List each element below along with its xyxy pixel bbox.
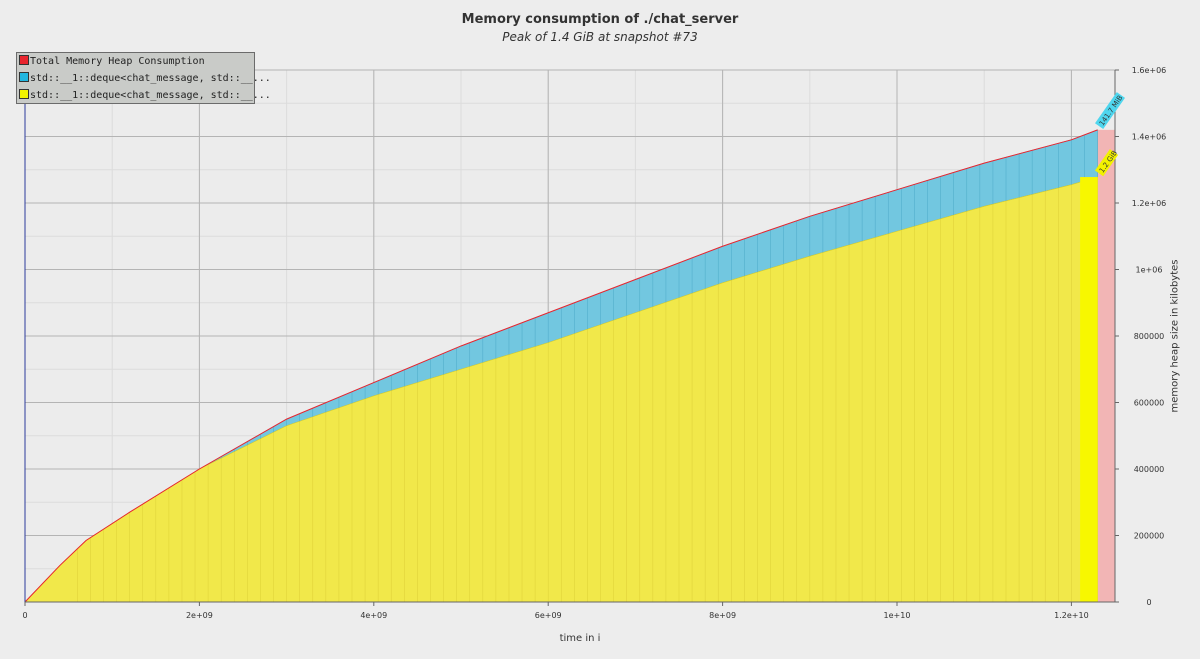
y-axis-label: memory heap size in kilobytes <box>1169 259 1181 413</box>
legend: Total Memory Heap Consumption std::__1::… <box>16 52 271 104</box>
legend-swatch-total <box>19 55 29 65</box>
y-tick-label: 1.6e+06 <box>1132 66 1167 75</box>
x-tick-label: 2e+09 <box>186 611 213 620</box>
legend-label-deque-1: std::__1::deque<chat_message, std::__... <box>30 73 271 84</box>
x-tick-label: 8e+09 <box>709 611 736 620</box>
x-tick-label: 6e+09 <box>535 611 562 620</box>
x-tick-label: 1e+10 <box>884 611 911 620</box>
y-tick-label: 0 <box>1146 598 1151 607</box>
x-tick-label: 4e+09 <box>360 611 387 620</box>
chart-subtitle: Peak of 1.4 GiB at snapshot #73 <box>502 30 698 44</box>
y-tick-label: 200000 <box>1134 532 1165 541</box>
line-total <box>24 129 1098 603</box>
y-tick-label: 400000 <box>1134 465 1165 474</box>
y-tick-label: 1e+06 <box>1136 266 1163 275</box>
peak-label-yellow-bg <box>1095 149 1119 177</box>
chart-title: Memory consumption of ./chat_server <box>461 12 739 27</box>
legend-label-deque-2: std::__1::deque<chat_message, std::__... <box>30 90 271 101</box>
stacked-areas <box>24 129 1115 603</box>
legend-item-deque-2: std::__1::deque<chat_message, std::__... <box>19 89 271 103</box>
y-tick-label: 1.2e+06 <box>1132 199 1167 208</box>
y-tick-label: 1.4e+06 <box>1132 133 1167 142</box>
x-axis-label: time in i <box>559 633 601 644</box>
legend-item-deque-1: std::__1::deque<chat_message, std::__... <box>19 72 271 86</box>
axes: 0 2e+09 4e+09 6e+09 8e+09 1e+10 1.2e+10 0 200000… <box>22 66 1166 620</box>
x-tick-label: 1.2e+10 <box>1054 611 1089 620</box>
x-tick-label: 0 <box>22 611 27 620</box>
legend-swatch-deque-2 <box>19 89 29 99</box>
legend-label-total: Total Memory Heap Consumption <box>30 56 205 67</box>
peak-snapshot-band <box>1080 177 1098 602</box>
y-tick-label: 800000 <box>1134 332 1165 341</box>
total-area-tail <box>1097 129 1115 602</box>
y-tick-label: 600000 <box>1134 399 1165 408</box>
legend-swatch-deque-1 <box>19 72 29 82</box>
legend-item-total: Total Memory Heap Consumption <box>19 55 205 69</box>
peak-label-blue-bg <box>1095 92 1125 129</box>
